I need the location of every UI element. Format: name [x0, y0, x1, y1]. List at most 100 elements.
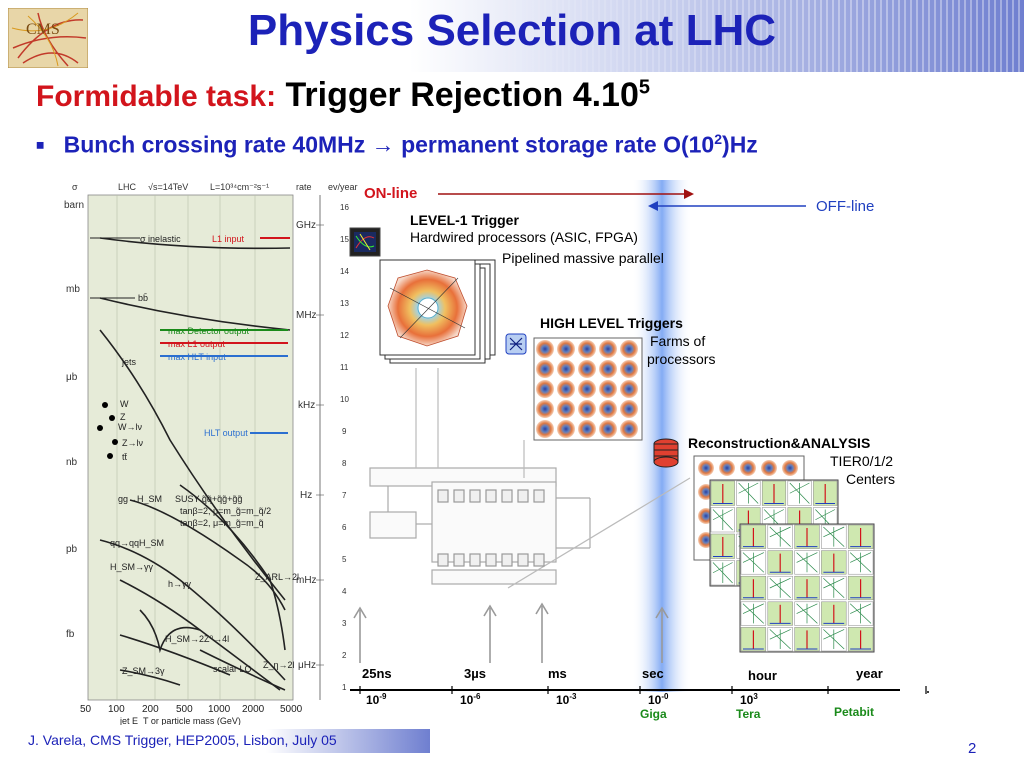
svg-text:W→lν: W→lν — [118, 422, 142, 432]
schematic-block — [453, 489, 465, 503]
cross-section-chart: σ LHC √s=14TeV L=10³⁴cm⁻²s⁻¹ rate ev/yea… — [60, 180, 360, 726]
svg-text:12: 12 — [340, 331, 349, 340]
svg-text:scalar LQ: scalar LQ — [213, 664, 252, 674]
schematic-block — [485, 489, 497, 503]
electronics-schematic — [369, 368, 691, 589]
header-bar — [0, 0, 1024, 72]
svg-text:h→γγ: h→γγ — [168, 579, 192, 589]
page-title: Physics Selection at LHC — [247, 6, 777, 55]
farm-node — [536, 340, 554, 358]
database-icon — [653, 438, 679, 468]
scale-value-3: 10-0 — [648, 692, 669, 707]
svg-text:10: 10 — [340, 395, 349, 404]
reco-title: Reconstruction&ANALYSIS — [688, 435, 870, 451]
svg-text:W: W — [120, 399, 129, 409]
farm-node — [536, 380, 554, 398]
svg-text:1: 1 — [342, 683, 347, 692]
svg-text:L=10³⁴cm⁻²s⁻¹: L=10³⁴cm⁻²s⁻¹ — [210, 182, 269, 192]
farm-node — [620, 420, 638, 438]
subtitle: Formidable task: Trigger Rejection 4.105 — [36, 76, 650, 115]
svg-text:CMS: CMS — [26, 21, 60, 38]
svg-text:Z→lν: Z→lν — [122, 438, 143, 448]
svg-text:rate: rate — [296, 182, 312, 192]
page-number: 2 — [968, 740, 977, 757]
svg-text:4: 4 — [342, 587, 347, 596]
svg-text:9: 9 — [342, 427, 347, 436]
subtitle-main: Trigger Rejection 4.10 — [285, 76, 639, 114]
svg-text:jet E_T or particle mass (GeV): jet E_T or particle mass (GeV) — [119, 716, 241, 725]
svg-text:σ: σ — [72, 182, 78, 192]
scale-unit-petabit: Petabit — [834, 705, 874, 719]
svg-text:6: 6 — [342, 523, 347, 532]
schematic-block — [501, 489, 513, 503]
schematic-block — [517, 489, 529, 503]
scale-value-1: 10-6 — [460, 692, 481, 707]
processor-icon — [349, 227, 381, 257]
svg-text:L1 input: L1 input — [212, 234, 245, 244]
time-label-sec: sec — [642, 666, 664, 681]
svg-text:tanβ=2, μ=m_g̃=m_q̃: tanβ=2, μ=m_g̃=m_q̃ — [180, 518, 264, 528]
scale-value-4: 103 — [740, 692, 758, 707]
farm-node — [578, 380, 596, 398]
hlt-line-1: Farms of — [650, 333, 705, 349]
time-label-3us: 3µs — [464, 666, 486, 681]
offline-label: OFF-line — [816, 198, 874, 215]
svg-text:barn: barn — [64, 200, 84, 211]
svg-text:jets: jets — [121, 357, 137, 367]
farm-node — [578, 360, 596, 378]
schematic-block — [453, 553, 465, 567]
farm-node — [620, 400, 638, 418]
svg-text:tt̄: tt̄ — [122, 452, 128, 462]
subtitle-exponent: 5 — [638, 76, 650, 99]
footer-text: J. Varela, CMS Trigger, HEP2005, Lisbon,… — [28, 732, 337, 748]
time-label-hour: hour — [748, 668, 777, 683]
svg-text:μHz: μHz — [298, 660, 316, 671]
svg-text:pb: pb — [66, 544, 78, 555]
time-label-year: year — [856, 666, 883, 681]
hlt-line-2: processors — [647, 351, 715, 367]
hlt-farm-grid — [533, 337, 643, 441]
scale-value-2: 10-3 — [556, 692, 577, 707]
subtitle-highlight: Formidable task: — [36, 80, 277, 113]
schematic-block — [533, 553, 545, 567]
arrow-right-icon: → — [371, 131, 395, 158]
svg-text:kHz: kHz — [298, 400, 315, 411]
svg-text:GHz: GHz — [296, 220, 316, 231]
svg-text:SUSY q̃q̃+q̃g̃+g̃g̃: SUSY q̃q̃+q̃g̃+g̃g̃ — [175, 494, 242, 504]
schematic-block — [533, 489, 545, 503]
bullet-text-1: Bunch crossing rate 40MHz — [63, 131, 366, 158]
reco-line-2: Centers — [846, 471, 895, 487]
svg-text:100: 100 — [108, 704, 125, 715]
farm-node — [557, 360, 575, 378]
bullet-exponent: 2 — [714, 131, 723, 147]
svg-text:2: 2 — [342, 651, 347, 660]
svg-text:MHz: MHz — [296, 310, 317, 321]
bullet-text-2: permanent storage rate O(10 — [401, 131, 715, 158]
svg-text:50: 50 — [80, 704, 92, 715]
farm-node — [557, 380, 575, 398]
svg-text:max HLT input: max HLT input — [168, 352, 226, 362]
svg-text:200: 200 — [142, 704, 159, 715]
farm-node — [578, 340, 596, 358]
time-label-ms: ms — [548, 666, 567, 681]
farm-node — [536, 420, 554, 438]
reco-node — [719, 460, 735, 476]
trigger-flow-diagram: ON-line OFF-line LEVEL-1 Trigger Hardwir… — [340, 178, 980, 726]
farm-node — [557, 400, 575, 418]
level1-title: LEVEL-1 Trigger — [410, 212, 519, 228]
svg-text:qq→qqH_SM: qq→qqH_SM — [110, 538, 164, 548]
bullet-square-icon: ■ — [36, 136, 45, 153]
svg-text:mHz: mHz — [296, 575, 317, 586]
farm-node — [599, 380, 617, 398]
svg-text:Hz: Hz — [300, 490, 312, 501]
time-label-25ns: 25ns — [362, 666, 392, 681]
svg-text:nb: nb — [66, 457, 78, 468]
svg-text:σ inelastic: σ inelastic — [140, 234, 181, 244]
scale-unit-tera: Tera — [736, 707, 761, 721]
farm-node — [536, 360, 554, 378]
level1-line-2: Pipelined massive parallel — [502, 250, 664, 266]
reco-node — [782, 460, 798, 476]
farm-node — [557, 340, 575, 358]
svg-text:H_SM→2Z⁰→4l: H_SM→2Z⁰→4l — [165, 634, 229, 644]
svg-text:14: 14 — [340, 267, 349, 276]
